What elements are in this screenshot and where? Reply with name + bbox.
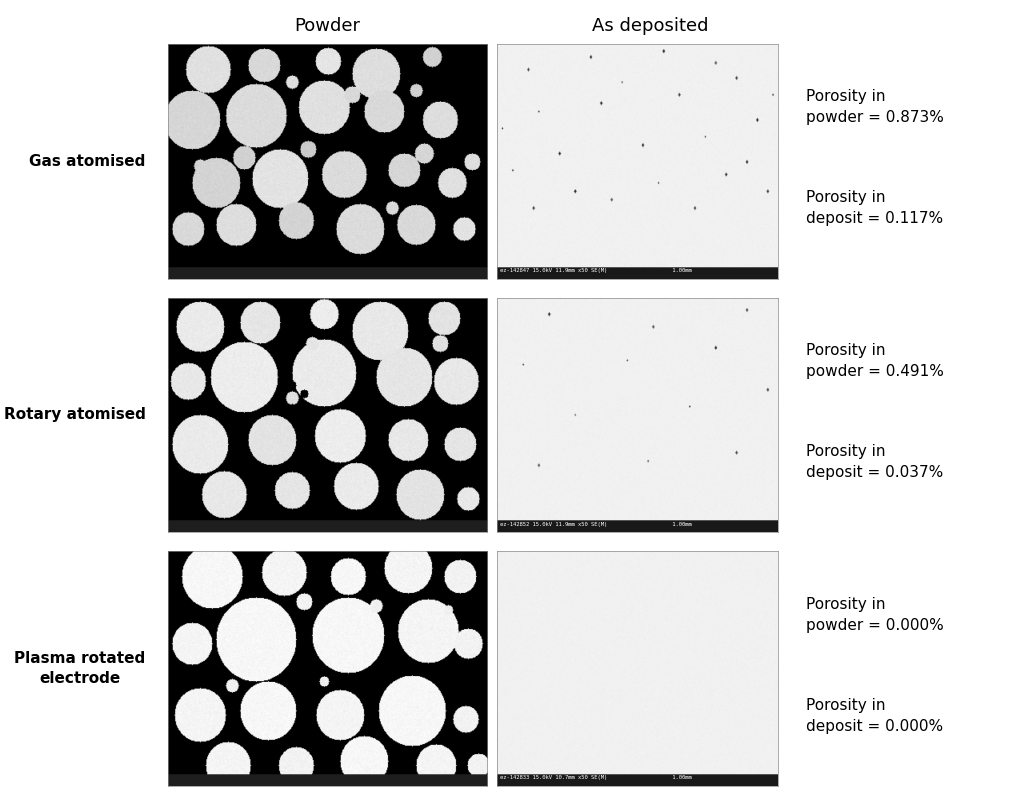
Text: Porosity in
deposit = 0.000%: Porosity in deposit = 0.000% xyxy=(806,697,943,733)
Text: Porosity in
deposit = 0.037%: Porosity in deposit = 0.037% xyxy=(806,444,943,480)
Text: Rotary atomised: Rotary atomised xyxy=(4,408,145,422)
Text: ez-142833 15.0kV 10.7mm x50 SE(M)                    1.00mm: ez-142833 15.0kV 10.7mm x50 SE(M) 1.00mm xyxy=(500,775,692,780)
Text: Plasma rotated
electrode: Plasma rotated electrode xyxy=(14,651,145,686)
Text: Porosity in
deposit = 0.117%: Porosity in deposit = 0.117% xyxy=(806,190,943,227)
Text: Porosity in
powder = 0.000%: Porosity in powder = 0.000% xyxy=(806,597,944,633)
Text: Powder: Powder xyxy=(295,17,360,34)
Text: ez-142847 15.0kV 11.9mm x50 SE(M)                    1.00mm: ez-142847 15.0kV 11.9mm x50 SE(M) 1.00mm xyxy=(500,268,692,273)
Text: As deposited: As deposited xyxy=(592,17,709,34)
Text: ez-142852 15.0kV 11.9mm x50 SE(M)                    1.00mm: ez-142852 15.0kV 11.9mm x50 SE(M) 1.00mm xyxy=(500,522,692,527)
Text: Porosity in
powder = 0.873%: Porosity in powder = 0.873% xyxy=(806,89,944,125)
Text: Porosity in
powder = 0.491%: Porosity in powder = 0.491% xyxy=(806,343,944,379)
Text: Gas atomised: Gas atomised xyxy=(29,154,145,169)
